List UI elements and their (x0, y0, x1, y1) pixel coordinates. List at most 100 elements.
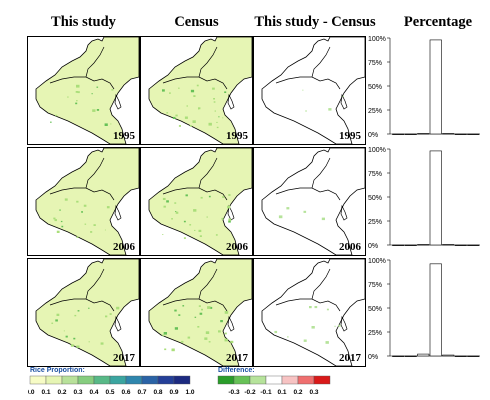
bar--0.1 (417, 244, 430, 246)
panel-year-label: 2017 (339, 352, 361, 364)
map-speck (215, 234, 218, 236)
legend-swatch (45, 375, 63, 385)
map-speck (174, 202, 177, 204)
rice-legend-title: Rice Proportion: (30, 367, 85, 374)
legend-swatch (217, 375, 235, 385)
map-speck (162, 334, 165, 337)
bar-0.1 (442, 354, 455, 357)
legend-swatch (313, 375, 331, 385)
legend-swatch (29, 375, 47, 385)
map-speck (230, 340, 234, 344)
legend-swatch (173, 375, 191, 385)
map-speck (305, 110, 307, 112)
map-speck (76, 100, 78, 102)
legend-tick-label: 0.2 (57, 389, 66, 396)
panel-year-label: 2006 (113, 241, 135, 253)
bar--0.1 (417, 133, 430, 135)
map-speck (194, 316, 197, 318)
legend-swatch (61, 375, 79, 385)
panel-year-label: 1995 (226, 130, 248, 142)
map-speck (224, 91, 227, 93)
map-speck (205, 331, 210, 334)
map-speck (96, 109, 100, 111)
map-speck (183, 220, 186, 223)
map-speck (77, 91, 80, 94)
panel-year-label: 2017 (226, 352, 248, 364)
map-speck (60, 220, 63, 223)
legend-swatch (157, 375, 175, 385)
panel-year-label: 1995 (113, 130, 135, 142)
legend-swatch (265, 375, 283, 385)
map-speck (77, 310, 80, 312)
percentage-chart-2017: 0% 25% 50% 75% 100% (368, 256, 483, 361)
map-speck (166, 112, 169, 114)
map-speck (222, 117, 224, 119)
map-speck (196, 84, 199, 87)
legend-swatch (125, 375, 143, 385)
y-tick-label: 50% (368, 195, 382, 202)
legend-tick-label: 0.1 (41, 389, 50, 396)
map-speck (278, 215, 283, 219)
y-tick-label: 25% (368, 219, 382, 226)
legend-swatch (281, 375, 299, 385)
map-speck (110, 123, 112, 125)
map-speck (201, 308, 203, 311)
bar--0.3 (392, 244, 405, 246)
map-speck (274, 330, 278, 334)
difference-legend-title: Difference: (218, 367, 255, 374)
legend-tick-label: 1.0 (185, 389, 194, 396)
map-speck (221, 217, 224, 220)
map-census-2017: 2017 (140, 258, 253, 367)
bar-0.3 (467, 244, 480, 246)
map-speck (162, 197, 166, 200)
map-speck (76, 84, 80, 88)
map-speck (105, 315, 108, 318)
legend-tick-label: 0.6 (121, 389, 130, 396)
legend-swatch (297, 375, 315, 385)
map-speck (199, 312, 203, 315)
map-speck (338, 324, 341, 327)
legend-tick-label: 0.0 (28, 389, 35, 396)
bar--0.3 (392, 133, 405, 135)
map-speck (88, 307, 90, 309)
map-speck (197, 326, 200, 328)
map-speck (175, 211, 177, 212)
map-speck (93, 224, 96, 226)
map-speck (65, 335, 68, 338)
bar-0.3 (467, 133, 480, 135)
map-speck (228, 194, 231, 196)
map-speck (198, 107, 201, 110)
legend-tick-label: 0.4 (89, 389, 98, 396)
bar--0.2 (404, 133, 417, 135)
bar-0.3 (467, 355, 480, 357)
map-speck (54, 219, 57, 222)
map-speck (214, 110, 216, 112)
map-speck (67, 96, 69, 98)
legend-tick-label: -0.1 (260, 389, 272, 396)
y-tick-label: 50% (368, 306, 382, 313)
map-speck (50, 121, 52, 123)
map-speck (169, 92, 171, 94)
map-speck (63, 330, 65, 332)
map-speck (206, 216, 208, 218)
y-tick-label: 0% (368, 132, 378, 138)
map-speck (193, 95, 196, 97)
map-speck (334, 325, 336, 327)
map-speck (175, 211, 179, 214)
y-tick-label: 100% (368, 36, 386, 43)
map-speck (218, 116, 220, 118)
map-speck (178, 125, 181, 127)
map-speck (189, 125, 192, 127)
legend-tick-label: 0.2 (293, 389, 302, 396)
bar-0.2 (454, 355, 467, 357)
map-speck (163, 205, 166, 208)
rice-proportion-legend: 0.0 0.1 0.2 0.3 0.4 0.5 0.6 0.7 0.8 0.9 1.0 (28, 375, 195, 396)
map-census-2006: 2006 (140, 147, 253, 256)
map-speck (303, 210, 307, 213)
map-speck (104, 229, 106, 231)
difference-legend: -0.3 -0.2 -0.1 0.1 0.2 0.3 (217, 375, 331, 396)
legend-tick-label: 0.9 (169, 389, 178, 396)
legend-swatch (249, 375, 267, 385)
percentage-chart-2006: 0% 25% 50% 75% 100% (368, 145, 483, 250)
bar--0.1 (417, 353, 430, 357)
